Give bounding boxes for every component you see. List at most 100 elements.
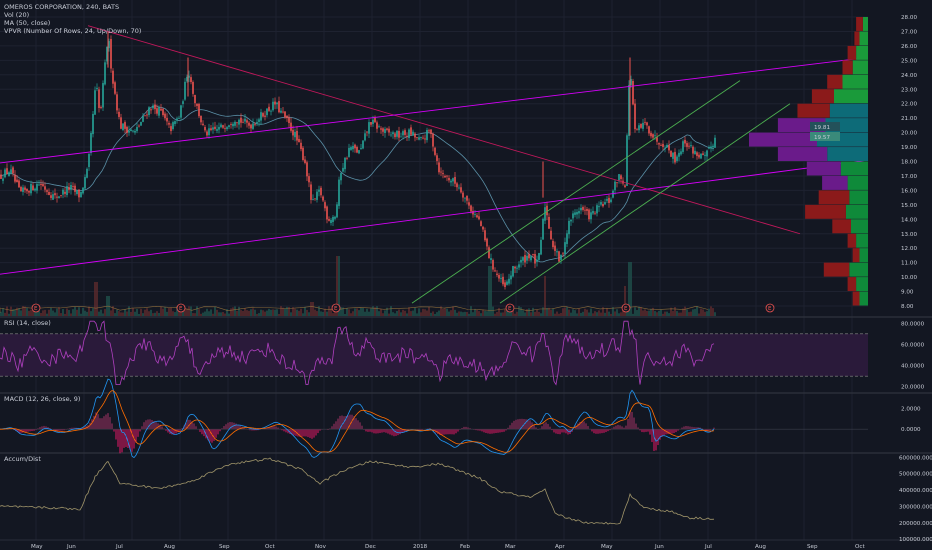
macd-histogram-bar [105,414,107,430]
volume-bar [436,312,438,316]
date-tick-label: Jun [654,544,664,550]
volume-bar [596,312,598,316]
candle-up [84,177,86,189]
macd-histogram-bar [181,428,183,430]
macd-histogram-bar [349,414,351,430]
profile-up-bar [856,45,868,60]
volume-bar [650,309,652,316]
macd-histogram-bar [555,429,557,434]
candle-down [430,129,432,134]
profile-down-bar [822,175,848,190]
volume-bar [326,311,328,316]
macd-histogram-bar [359,422,361,430]
candle-down [440,171,442,173]
candle-down [214,126,216,129]
volume-bar [632,313,634,316]
macd-histogram-bar [131,429,133,452]
volume-bar [622,308,624,316]
macd-histogram-bar [91,419,93,430]
macd-histogram-bar [143,422,145,430]
macd-histogram-bar [319,429,321,431]
macd-histogram-bar [687,426,689,430]
candle-down [554,245,556,251]
candle-up [522,257,524,261]
volume-bar [68,310,70,316]
candle-down [434,147,436,155]
macd-histogram-bar [375,429,377,434]
candle-up [350,147,352,150]
candle-down [190,77,192,83]
candle-down [24,187,26,190]
profile-down-bar [823,262,850,277]
volume-bar [704,311,706,316]
macd-histogram-bar [681,427,683,430]
volume-bar [676,311,678,316]
price-tick-label: 17.00 [901,174,917,180]
volume-bar [82,307,84,316]
candle-down [444,176,446,178]
candle-up [36,184,38,191]
volume-bar [618,313,620,316]
macd-histogram-bar [403,429,405,432]
volume-bar [142,313,144,316]
volume-bar [512,307,514,316]
candle-up [704,154,706,156]
candle-up [184,81,186,100]
volume-bar [200,313,202,316]
macd-histogram-bar [659,429,661,440]
candle-up [362,140,364,149]
candle-down [466,195,468,201]
volume-bar [396,310,398,316]
legend-accum: Accum/Dist [4,455,41,463]
earnings-event-marker [621,303,631,313]
macd-histogram-bar [629,410,631,430]
candle-up [280,110,282,113]
profile-up-bar [859,291,868,306]
candle-up [316,191,318,200]
candle-up [330,220,332,224]
candle-up [252,123,254,129]
date-tick-label: Oct [855,544,865,550]
volume-bar [690,311,692,316]
macd-histogram-bar [439,429,441,436]
price-tick-label: 25.00 [901,58,917,64]
macd-histogram-bar [595,429,597,434]
volume-bar [268,308,270,316]
macd-histogram-bar [273,426,275,430]
candle-down [116,94,118,111]
macd-histogram-bar [303,429,305,437]
volume-bar [480,313,482,316]
candle-down [380,128,382,130]
candle-down [636,129,638,131]
macd-histogram-bar [191,421,193,430]
candle-up [76,190,78,194]
rsi-line [0,320,715,386]
macd-histogram-bar [213,429,215,441]
macd-histogram-bar [13,429,15,431]
macd-histogram-bar [517,419,519,430]
volume-bar [638,306,640,316]
volume-bar [178,308,180,316]
macd-histogram-bar [219,429,221,432]
macd-histogram-bar [17,429,19,432]
macd-histogram-bar [675,429,677,433]
macd-histogram-bar [541,426,543,430]
candle-down [48,192,50,195]
descending-trendline [87,25,801,235]
volume-bar [154,312,156,316]
date-tick-label: Oct [265,544,275,550]
volume-bar [474,308,476,316]
macd-histogram-bar [551,429,553,431]
volume-bar [628,262,630,316]
candle-down [54,193,56,196]
volume-bar [546,307,548,316]
volume-bar [220,312,222,316]
macd-histogram-bar [351,414,353,430]
candle-up [174,121,176,124]
candle-down [394,133,396,138]
macd-histogram-bar [495,429,497,434]
macd-histogram-bar [567,429,569,435]
candle-down [138,125,140,127]
